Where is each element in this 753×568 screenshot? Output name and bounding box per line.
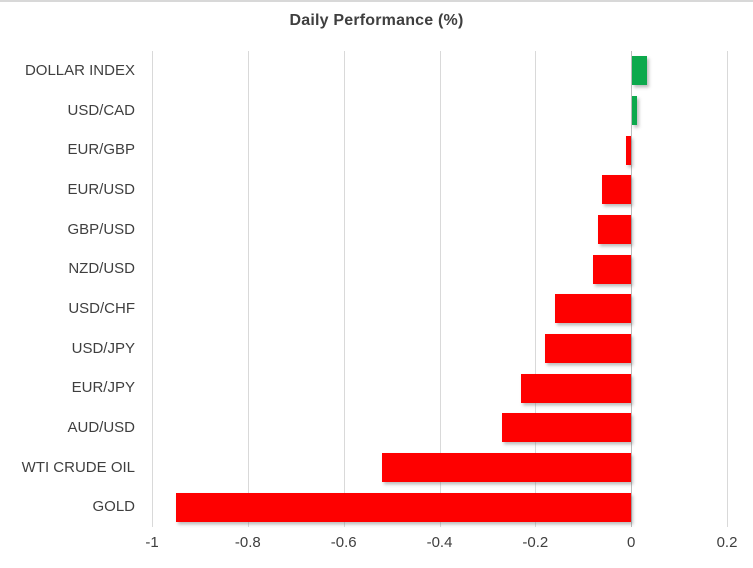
gridline bbox=[152, 51, 153, 527]
gridline bbox=[535, 51, 536, 527]
category-label: EUR/USD bbox=[67, 180, 135, 198]
bar-dollar-index bbox=[632, 56, 647, 86]
category-label: GOLD bbox=[92, 498, 135, 516]
bar-usd-chf bbox=[554, 294, 632, 324]
gridline bbox=[344, 51, 345, 527]
zero-axis-line bbox=[631, 51, 632, 527]
bar-usd-jpy bbox=[544, 334, 632, 363]
x-tick-label: -0.8 bbox=[234, 534, 261, 551]
category-label: USD/CHF bbox=[68, 299, 135, 317]
bar-eur-usd bbox=[602, 175, 632, 205]
category-label: WTI CRUDE OIL bbox=[21, 458, 135, 476]
bar-eur-gbp bbox=[626, 135, 632, 165]
category-label: AUD/USD bbox=[67, 418, 135, 436]
gridline bbox=[248, 51, 249, 527]
category-label: USD/CAD bbox=[67, 101, 135, 119]
bar-gold bbox=[175, 492, 632, 522]
bar-eur-jpy bbox=[520, 373, 632, 403]
gridline bbox=[440, 51, 441, 527]
category-label: EUR/GBP bbox=[67, 141, 135, 159]
x-tick-label: -0.2 bbox=[522, 534, 549, 551]
gridline bbox=[727, 51, 728, 527]
category-label: GBP/USD bbox=[67, 220, 135, 238]
category-label: USD/JPY bbox=[71, 339, 135, 357]
bar-nzd-usd bbox=[592, 254, 632, 284]
category-label: EUR/JPY bbox=[71, 379, 135, 397]
x-tick-label: 0 bbox=[626, 534, 636, 551]
bar-wti-crude-oil bbox=[382, 453, 632, 482]
x-tick-label: -0.4 bbox=[426, 534, 453, 551]
plot-area bbox=[152, 51, 728, 527]
x-tick-label: -0.6 bbox=[330, 534, 357, 551]
category-label: DOLLAR INDEX bbox=[24, 61, 135, 79]
x-tick-label: -1 bbox=[145, 534, 159, 551]
chart-top-border bbox=[0, 0, 753, 2]
bar-usd-cad bbox=[632, 96, 637, 125]
bar-aud-usd bbox=[501, 413, 632, 443]
chart-title: Daily Performance (%) bbox=[289, 12, 464, 29]
x-tick-label: 0.2 bbox=[716, 534, 738, 551]
bar-gbp-usd bbox=[597, 215, 632, 244]
category-label: NZD/USD bbox=[68, 260, 135, 278]
